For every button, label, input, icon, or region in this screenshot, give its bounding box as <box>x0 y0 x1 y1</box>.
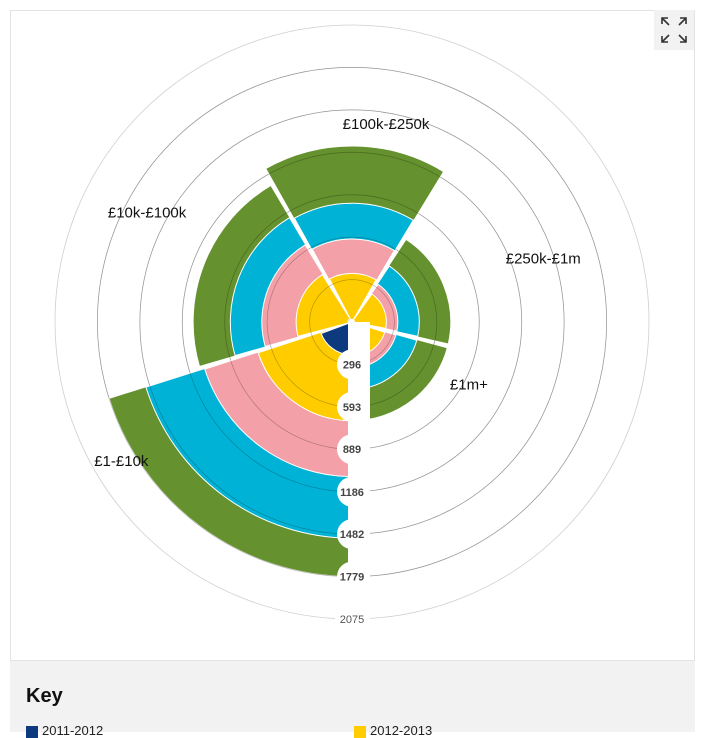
center-dot <box>349 319 355 325</box>
tick-label-593: 593 <box>343 402 361 414</box>
tick-badge <box>335 611 369 627</box>
segment-label-1: £10k-£100k <box>108 205 187 222</box>
expand-icon <box>661 17 687 43</box>
tick-badge <box>337 476 367 507</box>
tick-badge <box>337 349 367 380</box>
chart-key: Key 2011-2012 2012-2013 <box>10 661 695 738</box>
segment-label-0: £1-£10k <box>94 453 149 470</box>
segment-label-2: £100k-£250k <box>343 116 430 133</box>
polar-area-chart: 296 593 889 1186 1482 1779 2075 £1-£10k £10k-£10… <box>54 24 650 627</box>
tick-badge <box>337 519 367 550</box>
key-item-2012-2013: 2012-2013 <box>354 723 432 738</box>
tick-label-889: 889 <box>343 444 361 456</box>
key-title: Key <box>26 685 63 707</box>
tick-badge <box>337 391 367 422</box>
key-label: 2011-2012 <box>42 723 104 738</box>
tick-label-1779: 1779 <box>340 572 364 584</box>
key-label: 2012-2013 <box>370 723 433 738</box>
segment-2-series-1[interactable] <box>328 272 377 324</box>
segment-0-series-1[interactable] <box>257 321 353 422</box>
tick-label-1186: 1186 <box>340 487 364 499</box>
tick-label-296: 296 <box>343 359 361 371</box>
segment-3-series-1[interactable] <box>351 293 387 329</box>
segment-1-series-1[interactable] <box>295 273 353 338</box>
tick-label-2075: 2075 <box>340 614 364 626</box>
tick-badge <box>337 434 367 465</box>
segment-label-4: £1m+ <box>450 377 488 394</box>
tick-label-1482: 1482 <box>340 529 364 541</box>
segment-label-3: £250k-£1m <box>506 251 581 268</box>
tick-badge <box>337 561 367 592</box>
expand-button[interactable] <box>654 10 694 50</box>
key-item-2011-2012: 2011-2012 <box>26 723 103 738</box>
